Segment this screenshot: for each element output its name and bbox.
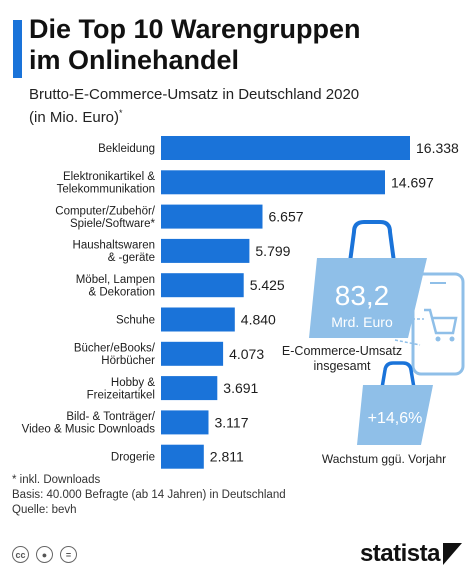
category-label: Bekleidung [98, 143, 155, 155]
bar-chart: 16.338 Bekleidung 14.697 Elektronikartikel … [22, 136, 465, 469]
bar-value-label: 4.073 [229, 346, 264, 362]
bar [161, 238, 250, 263]
footnotes: * inkl. Downloads Basis: 40.000 Befragte… [12, 473, 286, 518]
growth-label: Wachstum ggü. Vorjahr [322, 452, 446, 466]
footnote-downloads: * inkl. Downloads [12, 474, 101, 486]
bar [161, 341, 224, 366]
total-unit: Mrd. Euro [331, 314, 393, 330]
cc-icon[interactable]: cc [12, 546, 29, 563]
bar [161, 170, 385, 195]
bar [161, 376, 218, 401]
total-revenue-callout: 83,2 Mrd. Euro E-Commerce-Umsatz insgesa… [282, 220, 427, 373]
category-label: Drogerie [111, 452, 155, 464]
growth-value: +14,6% [368, 410, 423, 427]
bar [161, 204, 263, 229]
bar-value-label: 3.117 [215, 414, 249, 430]
shopping-bag-icon [357, 385, 433, 445]
category-label: Elektronikartikel & Telekommunikation [57, 171, 156, 196]
category-label: Computer/Zubehör/Spiele/Software* [55, 205, 156, 230]
bar-value-label: 3.691 [223, 380, 258, 396]
category-label: Haushaltswaren & -geräte [73, 240, 155, 265]
bag-handle-icon [380, 361, 416, 389]
total-label-line2: insgesamt [314, 359, 371, 373]
bar [161, 273, 244, 298]
category-label: Möbel, Lampen & Dekoration [76, 274, 155, 299]
title-accent-bar [13, 20, 22, 78]
category-label: Bücher/eBooks/Hörbücher [74, 343, 156, 368]
chart-subtitle: Brutto-E-Commerce-Umsatz in Deutschland … [29, 86, 360, 126]
category-label: Hobby & Freizeitartikel [87, 377, 156, 402]
footnote-source: Quelle: bevh [12, 504, 77, 516]
bar [161, 410, 209, 435]
bar-value-label: 2.811 [210, 449, 244, 465]
bag-handle-icon [348, 220, 396, 263]
total-value: 83,2 [335, 280, 390, 311]
statista-logo[interactable]: statista [359, 540, 441, 567]
category-label: Schuhe [116, 315, 155, 327]
total-label-line1: E-Commerce-Umsatz [282, 344, 402, 358]
bar [161, 307, 235, 332]
shopping-bag-icon [309, 258, 427, 338]
bar-value-label: 5.425 [250, 277, 285, 293]
growth-callout: +14,6% Wachstum ggü. Vorjahr [322, 361, 446, 466]
category-label: Bild- & Tonträger/Video & Music Download… [22, 411, 156, 436]
footnote-basis: Basis: 40.000 Befragte (ab 14 Jahren) in… [12, 489, 286, 501]
bar-value-label: 14.697 [391, 174, 434, 190]
bar [161, 136, 410, 160]
bar-value-label: 5.799 [255, 243, 290, 259]
nd-icon[interactable]: = [60, 546, 77, 563]
by-icon[interactable]: ● [36, 546, 53, 563]
bar-value-label: 6.657 [269, 209, 304, 225]
bar [161, 444, 204, 469]
page-title: Die Top 10 Warengruppen im Onlinehandel [29, 14, 361, 75]
smartphone-cart-icon [394, 272, 465, 376]
statista-logo-mark-icon [443, 543, 462, 565]
bar-value-label: 16.338 [416, 140, 459, 156]
bar-value-label: 4.840 [241, 312, 276, 328]
